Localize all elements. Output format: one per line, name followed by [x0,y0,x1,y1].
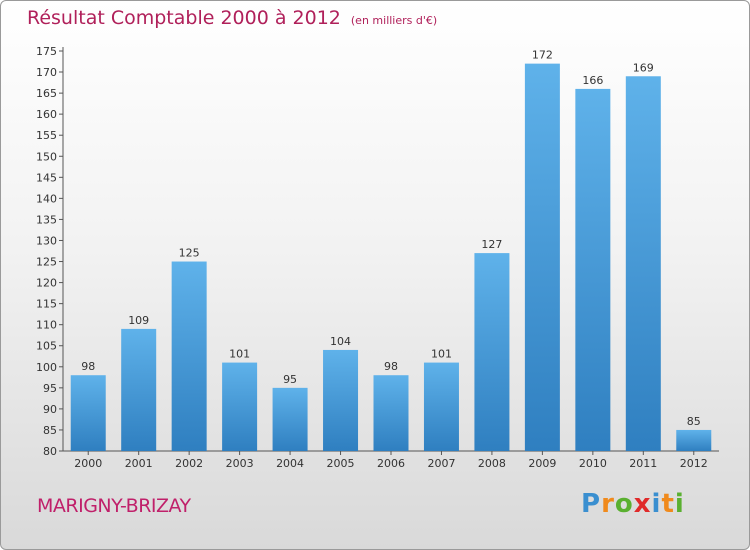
y-tick-label: 105 [36,340,57,353]
y-tick-label: 165 [36,87,57,100]
chart-subtitle: (en milliers d'€) [350,14,438,27]
x-tick-label: 2006 [377,457,405,470]
y-tick-label: 120 [36,277,57,290]
y-tick-label: 135 [36,213,57,226]
x-tick-label: 2011 [629,457,657,470]
y-tick-label: 100 [36,361,57,374]
x-tick-label: 2000 [74,457,102,470]
data-label: 85 [687,415,701,428]
y-tick-label: 145 [36,171,57,184]
y-tick-label: 95 [43,382,57,395]
logo-letter: o [614,489,634,519]
bar [121,328,157,451]
x-tick-label: 2002 [175,457,203,470]
y-tick-label: 125 [36,256,57,269]
bar [423,362,459,451]
data-label: 101 [431,348,452,361]
y-tick-label: 130 [36,234,57,247]
data-label: 109 [128,314,149,327]
x-tick-label: 2012 [680,457,708,470]
logo-letter: i [674,489,685,519]
bar [272,387,308,451]
logo-letter: P [581,489,602,519]
title-block: Résultat Comptable 2000 à 2012 (en millie… [27,7,437,29]
y-tick-label: 85 [43,424,57,437]
bar [676,429,712,451]
x-tick-label: 2003 [226,457,254,470]
logo-letter: i [651,489,662,519]
y-tick-label: 140 [36,192,57,205]
bar [575,88,611,451]
proxiti-logo[interactable]: Proxiti [581,489,685,519]
y-tick-label: 80 [43,445,57,458]
bar [625,76,661,452]
x-tick-label: 2009 [528,457,556,470]
data-labels: 98 109 125 101 95 104 98 101 127 172 166 169 85 [81,49,701,428]
bar [222,362,258,451]
data-label: 101 [229,348,250,361]
commune-name: MARIGNY-BRIZAY [37,495,191,517]
x-tick-label: 2007 [427,457,455,470]
y-tick-label: 110 [36,319,57,332]
data-label: 125 [179,247,200,260]
bar [171,261,207,451]
data-label: 166 [582,74,603,87]
data-label: 98 [81,360,95,373]
logo-letter: t [661,489,675,519]
x-tick-label: 2004 [276,457,304,470]
x-tick-label: 2010 [579,457,607,470]
x-tick-label: 2005 [327,457,355,470]
y-tick-label: 150 [36,150,57,163]
x-tick-label: 2008 [478,457,506,470]
data-label: 169 [633,61,654,74]
bar [524,63,560,451]
bars [70,63,712,452]
y-tick-label: 160 [36,108,57,121]
logo-letter: r [601,489,615,519]
y-tick-label: 175 [36,45,57,58]
chart-title: Résultat Comptable 2000 à 2012 [27,7,341,29]
bar [474,253,510,451]
x-tick-label: 2001 [125,457,153,470]
data-label: 172 [532,49,553,62]
bar [70,375,106,451]
y-tick-label: 155 [36,129,57,142]
y-tick-label: 115 [36,298,57,311]
data-label: 127 [481,238,502,251]
bar [323,349,359,451]
bar [373,375,409,451]
logo-letter: x [633,489,652,519]
data-label: 95 [283,373,297,386]
data-label: 98 [384,360,398,373]
y-tick-label: 170 [36,66,57,79]
y-tick-label: 90 [43,403,57,416]
data-label: 104 [330,335,351,348]
